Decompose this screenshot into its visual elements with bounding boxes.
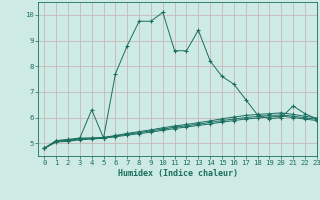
X-axis label: Humidex (Indice chaleur): Humidex (Indice chaleur) [118, 169, 238, 178]
